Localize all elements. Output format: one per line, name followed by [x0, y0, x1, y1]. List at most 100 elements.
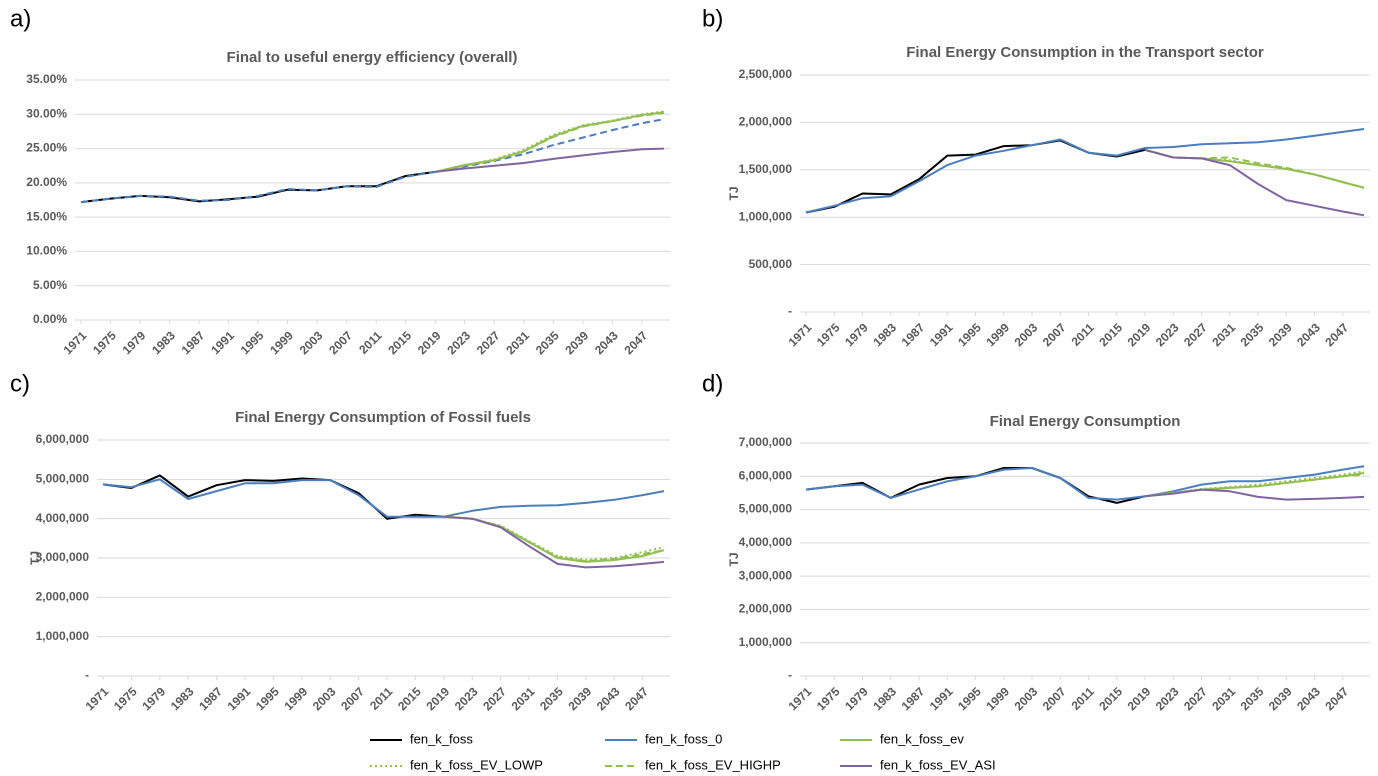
x-tick-label: 2011: [1069, 684, 1098, 713]
series-line: [1144, 488, 1365, 501]
y-tick-label: 30.00%: [26, 106, 67, 120]
x-tick-label: 1971: [61, 328, 90, 357]
x-tick-label: 2027: [474, 328, 503, 357]
x-tick-label: 2015: [1096, 684, 1125, 713]
x-tick-label: 1995: [238, 328, 267, 357]
y-tick-label: 5,000,000: [36, 472, 90, 486]
y-tick-label: 1,000,000: [739, 209, 793, 223]
x-tick-label: 2007: [326, 328, 355, 357]
x-tick-label: 1987: [899, 320, 928, 349]
legend-label: fen_k_foss_EV_HIGHP: [645, 757, 781, 772]
chart-title: Final Energy Consumption: [990, 413, 1181, 430]
x-tick-label: 2003: [297, 328, 326, 357]
y-tick-label: 35.00%: [26, 72, 67, 86]
x-tick-label: 1975: [814, 684, 843, 713]
legend-label: fen_k_foss_EV_ASI: [880, 757, 996, 772]
x-tick-label: 2039: [562, 328, 591, 357]
y-tick-label: 500,000: [749, 257, 793, 271]
y-tick-label: 20.00%: [26, 175, 67, 189]
x-tick-label: 2047: [1322, 684, 1351, 713]
x-tick-label: 2011: [1069, 320, 1098, 349]
x-tick-label: 2035: [533, 328, 562, 357]
y-tick-label: 7,000,000: [739, 435, 793, 449]
x-tick-label: 1991: [208, 328, 237, 357]
x-tick-label: 1995: [253, 684, 282, 713]
x-tick-label: 2035: [1238, 684, 1267, 713]
x-tick-label: 2035: [537, 684, 566, 713]
x-tick-label: 2043: [1294, 684, 1323, 713]
x-tick-label: 2027: [1181, 320, 1210, 349]
x-tick-label: 1995: [955, 684, 984, 713]
panel-label: a): [10, 5, 31, 32]
x-tick-label: 2015: [385, 328, 414, 357]
x-tick-label: 2011: [356, 328, 385, 357]
y-tick-label: -: [788, 668, 792, 682]
x-tick-label: 1983: [870, 684, 899, 713]
chart-title: Final to useful energy efficiency (overa…: [227, 49, 518, 66]
y-axis-label: TJ: [727, 186, 741, 200]
y-tick-label: 3,000,000: [739, 568, 793, 582]
chart-title: Final Energy Consumption of Fossil fuels: [235, 409, 531, 426]
series-line: [443, 515, 665, 569]
x-tick-label: 1987: [179, 328, 208, 357]
series-line: [102, 478, 665, 518]
legend-label: fen_k_foss_EV_LOWP: [410, 757, 543, 772]
panel-label: c): [10, 370, 30, 397]
series-line: [434, 111, 665, 173]
x-tick-label: 1999: [267, 328, 296, 357]
x-tick-label: 2023: [444, 328, 473, 357]
x-tick-label: 2047: [621, 328, 650, 357]
series-line: [102, 474, 444, 520]
x-tick-label: 1983: [168, 684, 197, 713]
x-tick-label: 1983: [870, 320, 899, 349]
x-tick-label: 2039: [565, 684, 594, 713]
x-tick-label: 2039: [1266, 684, 1295, 713]
y-tick-label: 10.00%: [26, 244, 67, 258]
x-tick-label: 2023: [1153, 684, 1182, 713]
x-tick-label: 2047: [622, 684, 651, 713]
y-tick-label: 6,000,000: [36, 432, 90, 446]
series-line: [1144, 148, 1365, 217]
x-tick-label: 2015: [395, 684, 424, 713]
x-tick-label: 2007: [1040, 320, 1069, 349]
x-tick-label: 2015: [1096, 320, 1125, 349]
x-tick-label: 1999: [281, 684, 310, 713]
x-tick-label: 1991: [225, 684, 254, 713]
y-tick-label: 0.00%: [33, 312, 67, 326]
x-tick-label: 1979: [842, 320, 871, 349]
x-tick-label: 2031: [1209, 684, 1238, 713]
y-tick-label: 25.00%: [26, 141, 67, 155]
x-tick-label: 2019: [1125, 320, 1154, 349]
x-tick-label: 2023: [452, 684, 481, 713]
x-tick-label: 2031: [1209, 320, 1238, 349]
y-tick-label: 2,500,000: [739, 67, 793, 81]
x-tick-label: 1975: [814, 320, 843, 349]
x-tick-label: 2031: [503, 328, 532, 357]
y-tick-label: 5.00%: [33, 278, 67, 292]
x-tick-label: 1991: [927, 320, 956, 349]
y-tick-label: 1,500,000: [739, 162, 793, 176]
y-axis-label: TJ: [28, 551, 42, 565]
y-tick-label: 4,000,000: [36, 511, 90, 525]
series-line: [805, 465, 1365, 501]
y-tick-label: 2,000,000: [739, 602, 793, 616]
x-tick-label: 1971: [83, 684, 112, 713]
y-tick-label: 1,000,000: [739, 635, 793, 649]
y-tick-label: 6,000,000: [739, 468, 793, 482]
series-line: [80, 170, 436, 204]
y-tick-label: 2,000,000: [36, 590, 90, 604]
x-tick-label: 2007: [1040, 684, 1069, 713]
x-tick-label: 2003: [310, 684, 339, 713]
y-axis-label: TJ: [727, 552, 741, 566]
y-tick-label: 5,000,000: [739, 502, 793, 516]
x-tick-label: 2043: [592, 328, 621, 357]
legend-label: fen_k_foss_0: [645, 731, 722, 746]
legend-label: fen_k_foss_ev: [880, 731, 964, 746]
x-tick-label: 1975: [90, 328, 119, 357]
x-tick-label: 1991: [927, 684, 956, 713]
y-tick-label: 1,000,000: [36, 629, 90, 643]
x-tick-label: 2023: [1153, 320, 1182, 349]
x-tick-label: 1979: [842, 684, 871, 713]
x-tick-label: 1987: [196, 684, 225, 713]
